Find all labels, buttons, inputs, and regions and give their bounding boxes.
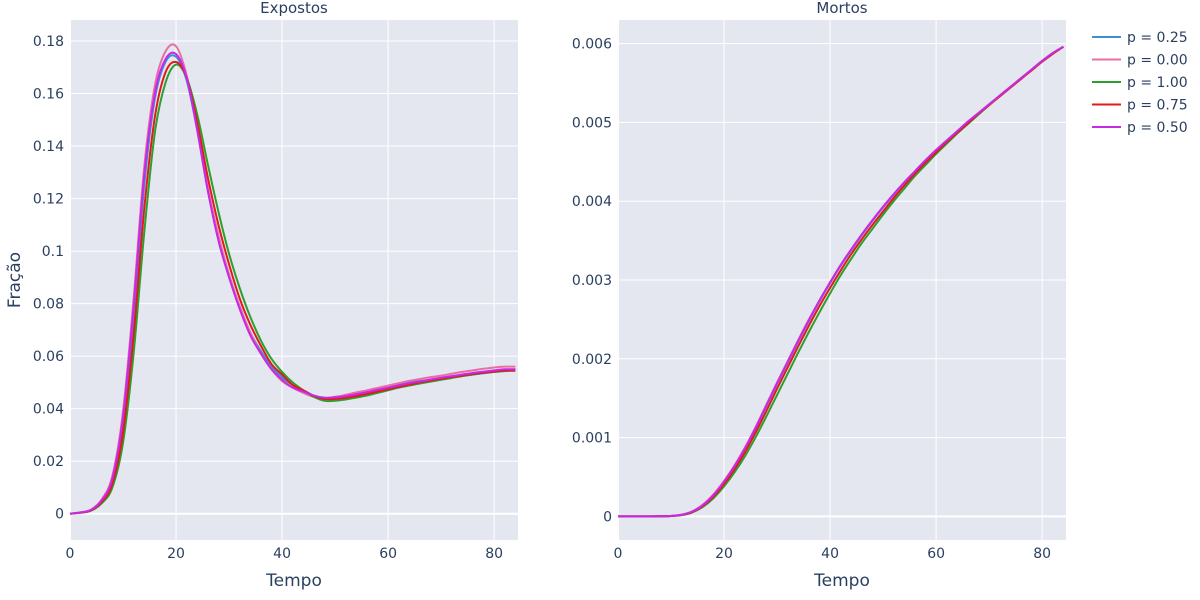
y-tick-label: 0	[603, 509, 612, 525]
legend-label: p = 0.50	[1127, 120, 1188, 136]
y-tick-label: 0.005	[572, 115, 612, 131]
x-tick-label: 0	[66, 546, 75, 562]
x-tick-label: 80	[1033, 546, 1051, 562]
series-line-p-0-50	[70, 51, 516, 515]
legend: p = 0.25 p = 0.00 p = 1.00 p = 0.75 p = 0.50	[1092, 30, 1188, 136]
x-tick-label: 60	[379, 546, 397, 562]
legend-label: p = 0.75	[1127, 98, 1188, 114]
x-tick-label: 20	[167, 546, 185, 562]
y-tick-label: 0.16	[33, 87, 64, 103]
legend-item[interactable]: p = 1.00	[1092, 75, 1188, 91]
legend-label: p = 1.00	[1127, 75, 1188, 91]
plot-area	[70, 20, 518, 540]
y-tick-label: 0.08	[33, 297, 64, 313]
panel-title-expostos: Expostos	[260, 0, 328, 17]
x-axis-title-expostos: Tempo	[265, 571, 322, 591]
y-tick-label: 0.04	[33, 402, 64, 418]
x-tick-label: 60	[927, 546, 945, 562]
legend-item[interactable]: p = 0.50	[1092, 120, 1188, 136]
y-tick-label: 0	[55, 507, 64, 523]
series-line-p-1-00	[70, 63, 516, 515]
panel-expostos: Expostos Tempo 0 0.02 0.04 0.06 0.08 0.1 0.12 0…	[33, 0, 518, 591]
y-tick-label: 0.18	[33, 34, 64, 50]
y-tick-label: 0.14	[33, 139, 64, 155]
series-line-p-0-75	[70, 60, 516, 515]
y-tick-label: 0.004	[572, 194, 612, 210]
series-line-p-0-50	[618, 45, 1064, 518]
y-tick-label: 0.12	[33, 192, 64, 208]
legend-item[interactable]: p = 0.00	[1092, 53, 1188, 69]
x-tick-label: 80	[485, 546, 503, 562]
y-tick-label: 0.001	[572, 431, 612, 447]
panel-mortos: Mortos Tempo 0 0.001 0.002 0.003 0.004 0.005 0…	[572, 0, 1066, 591]
y-tick-label: 0.06	[33, 349, 64, 365]
legend-item[interactable]: p = 0.25	[1092, 30, 1188, 46]
x-tick-label: 40	[273, 546, 291, 562]
y-axis-title: Fração	[5, 252, 25, 308]
y-tick-label: 0.002	[572, 352, 612, 368]
y-tick-label: 0.003	[572, 273, 612, 289]
x-axis-title-mortos: Tempo	[813, 571, 870, 591]
y-tick-label: 0.006	[572, 37, 612, 53]
legend-item[interactable]: p = 0.75	[1092, 98, 1188, 114]
x-tick-label: 0	[614, 546, 623, 562]
x-tick-label: 40	[821, 546, 839, 562]
legend-label: p = 0.25	[1127, 30, 1188, 46]
panel-title-mortos: Mortos	[816, 0, 867, 17]
y-tick-label: 0.1	[42, 244, 64, 260]
legend-label: p = 0.00	[1127, 53, 1188, 69]
y-tick-label: 0.02	[33, 454, 64, 470]
x-tick-label: 20	[715, 546, 733, 562]
